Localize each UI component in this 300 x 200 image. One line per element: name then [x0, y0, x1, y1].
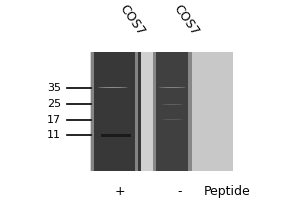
Text: +: + [115, 185, 126, 198]
Text: Peptide: Peptide [203, 185, 250, 198]
Text: 11: 11 [47, 130, 61, 140]
Bar [135, 52, 138, 171]
Bar [153, 52, 156, 171]
Text: 35: 35 [47, 83, 61, 93]
Ellipse shape [98, 87, 128, 88]
Text: COS7: COS7 [170, 2, 201, 38]
Bar [91, 52, 233, 171]
Bar [91, 52, 141, 171]
Ellipse shape [159, 87, 186, 88]
Bar [101, 134, 131, 137]
Text: COS7: COS7 [117, 2, 147, 38]
Bar [141, 52, 153, 171]
Bar [188, 52, 192, 171]
Bar [192, 52, 233, 171]
Text: -: - [178, 185, 182, 198]
Text: 17: 17 [47, 115, 61, 125]
Bar [90, 52, 94, 171]
Text: 25: 25 [47, 99, 61, 109]
Bar [153, 52, 192, 171]
